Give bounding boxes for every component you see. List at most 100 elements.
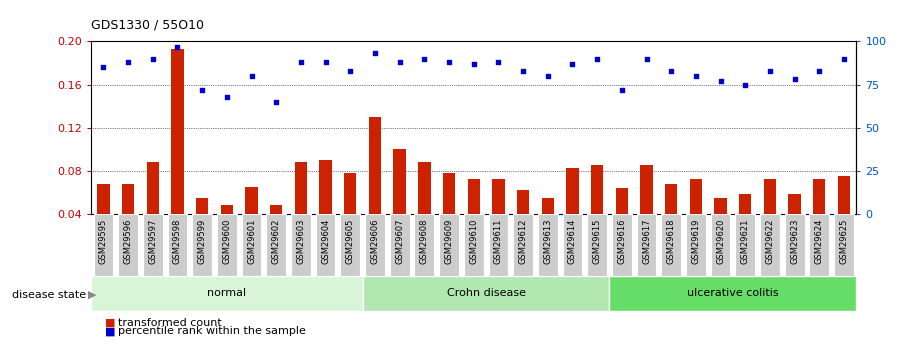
Point (466, 61, 481, 67)
FancyBboxPatch shape (513, 214, 533, 276)
Point (787, 77, 802, 82)
Text: GSM29622: GSM29622 (765, 219, 774, 264)
Point (589, 56, 604, 61)
Bar (320, 160, 332, 257)
FancyBboxPatch shape (390, 214, 410, 276)
Point (244, 73, 259, 79)
Text: GSM29607: GSM29607 (395, 219, 404, 264)
Text: Crohn disease: Crohn disease (446, 288, 526, 298)
Text: GSM29596: GSM29596 (124, 219, 133, 264)
FancyBboxPatch shape (686, 214, 706, 276)
FancyBboxPatch shape (365, 214, 384, 276)
FancyBboxPatch shape (168, 214, 188, 276)
Text: GSM29617: GSM29617 (642, 219, 651, 264)
Text: GDS1330 / 55O10: GDS1330 / 55O10 (91, 18, 204, 31)
FancyBboxPatch shape (464, 214, 484, 276)
Point (540, 73, 555, 79)
Text: GSM29616: GSM29616 (618, 219, 627, 264)
Point (565, 61, 579, 67)
Bar (690, 179, 702, 257)
Text: GSM29604: GSM29604 (321, 219, 330, 264)
Bar (640, 165, 652, 257)
FancyBboxPatch shape (588, 214, 607, 276)
Text: transformed count: transformed count (118, 318, 222, 327)
Text: GSM29610: GSM29610 (469, 219, 478, 264)
Text: GSM29606: GSM29606 (371, 219, 380, 264)
Bar (418, 162, 431, 257)
FancyBboxPatch shape (291, 214, 311, 276)
Bar (492, 179, 505, 257)
Bar (714, 198, 727, 257)
FancyBboxPatch shape (143, 214, 163, 276)
Text: GSM29605: GSM29605 (346, 219, 354, 264)
FancyBboxPatch shape (810, 214, 829, 276)
FancyBboxPatch shape (488, 214, 508, 276)
Text: GSM29612: GSM29612 (518, 219, 527, 264)
Text: normal: normal (208, 288, 247, 298)
Point (220, 94, 234, 99)
Point (393, 59, 407, 65)
FancyBboxPatch shape (609, 276, 856, 310)
Bar (788, 195, 801, 257)
Point (293, 59, 308, 65)
Text: GSM29623: GSM29623 (790, 219, 799, 264)
Point (146, 56, 160, 61)
Point (343, 68, 358, 73)
Text: GSM29598: GSM29598 (173, 219, 182, 264)
FancyBboxPatch shape (439, 214, 459, 276)
Point (170, 44, 185, 49)
Text: GSM29595: GSM29595 (99, 219, 107, 264)
Bar (171, 49, 184, 257)
FancyBboxPatch shape (94, 214, 113, 276)
FancyBboxPatch shape (537, 214, 558, 276)
Text: GSM29608: GSM29608 (420, 219, 429, 264)
Bar (542, 198, 554, 257)
FancyBboxPatch shape (735, 214, 755, 276)
Text: GSM29618: GSM29618 (667, 219, 676, 264)
Bar (467, 179, 480, 257)
FancyBboxPatch shape (363, 276, 609, 310)
Text: GSM29621: GSM29621 (741, 219, 750, 264)
FancyBboxPatch shape (563, 214, 582, 276)
Text: GSM29613: GSM29613 (543, 219, 552, 264)
Point (269, 99, 283, 105)
Bar (394, 149, 405, 257)
Point (442, 59, 456, 65)
Text: GSM29609: GSM29609 (445, 219, 454, 264)
Bar (763, 179, 776, 257)
Point (836, 56, 851, 61)
FancyBboxPatch shape (118, 214, 138, 276)
Bar (567, 168, 578, 257)
Point (318, 59, 333, 65)
Point (121, 59, 136, 65)
Text: GSM29615: GSM29615 (593, 219, 601, 264)
Text: percentile rank within the sample: percentile rank within the sample (118, 326, 306, 336)
Bar (665, 184, 678, 257)
FancyBboxPatch shape (711, 214, 731, 276)
Bar (517, 190, 529, 257)
Bar (838, 176, 850, 257)
Text: GSM29597: GSM29597 (148, 219, 158, 264)
Text: GSM29625: GSM29625 (840, 219, 848, 264)
Bar (122, 184, 134, 257)
Text: GSM29611: GSM29611 (494, 219, 503, 264)
Bar (814, 179, 825, 257)
Bar (591, 165, 603, 257)
Bar (739, 195, 752, 257)
FancyBboxPatch shape (192, 214, 212, 276)
Bar (97, 184, 109, 257)
Text: GSM29602: GSM29602 (271, 219, 281, 264)
FancyBboxPatch shape (415, 214, 435, 276)
FancyBboxPatch shape (217, 214, 237, 276)
Bar (270, 205, 282, 257)
Bar (616, 188, 628, 257)
Point (812, 68, 826, 73)
Bar (196, 198, 209, 257)
Text: GSM29624: GSM29624 (814, 219, 824, 264)
FancyBboxPatch shape (612, 214, 631, 276)
Point (368, 51, 383, 56)
FancyBboxPatch shape (316, 214, 335, 276)
Point (738, 82, 752, 87)
Text: GSM29620: GSM29620 (716, 219, 725, 264)
Text: disease state: disease state (13, 290, 87, 300)
